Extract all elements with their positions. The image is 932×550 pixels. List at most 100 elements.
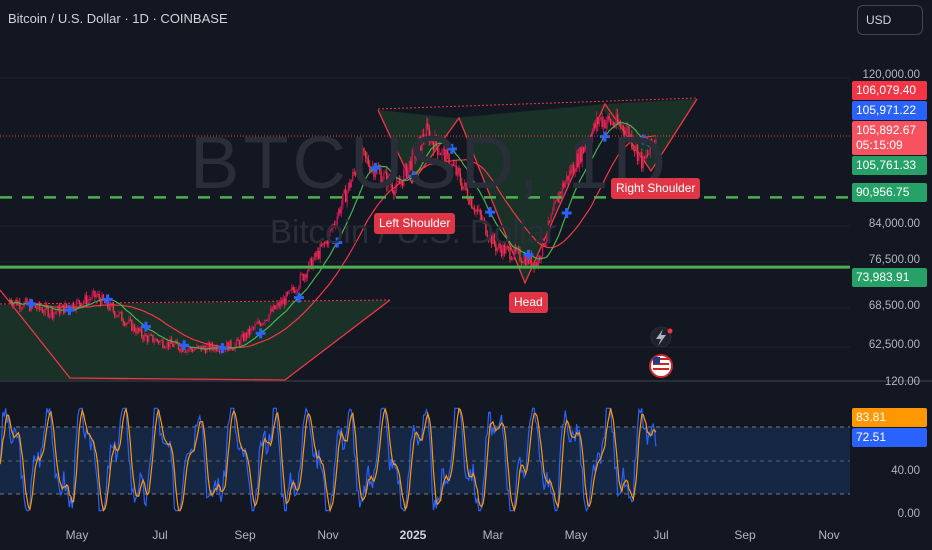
candle-body <box>135 330 137 334</box>
candle-body <box>486 234 489 238</box>
candle-body <box>568 170 571 181</box>
candle-body <box>516 249 518 251</box>
candle-body <box>33 305 35 307</box>
candle-body <box>366 156 368 159</box>
ask-price-tag: 105,971.22 <box>852 101 927 120</box>
watermark-ticker: BTCUSD, 1D <box>190 121 670 204</box>
signal-marker <box>64 305 75 316</box>
candle-body <box>23 302 25 308</box>
candle-body <box>13 302 15 306</box>
candle-body <box>461 182 463 190</box>
stoch-k-line <box>0 406 657 513</box>
candle-body <box>587 141 589 147</box>
candle-body <box>284 298 286 305</box>
candle-body <box>512 257 514 260</box>
signal-marker <box>599 131 610 142</box>
candle-body <box>316 251 319 257</box>
candle-body <box>132 324 134 331</box>
oscillator-tick-label: 40.00 <box>891 465 920 477</box>
candle-body <box>292 287 294 291</box>
candle-body <box>619 123 622 127</box>
candle-body <box>230 340 232 349</box>
price-tick-label: 68,500.00 <box>868 300 920 312</box>
candle-body <box>186 349 188 353</box>
candle-body <box>131 319 133 331</box>
symbol-header[interactable]: Bitcoin / U.S. Dollar · 1D · COINBASE <box>8 11 228 26</box>
candle-body <box>142 336 144 340</box>
candle-body <box>336 216 338 225</box>
candle-body <box>21 307 24 309</box>
candle-body <box>340 204 343 214</box>
candle-body <box>244 332 246 341</box>
candle-body <box>296 289 299 291</box>
candle-body <box>288 290 290 294</box>
candle-body <box>149 334 151 336</box>
candle-body <box>599 117 602 120</box>
candle-body <box>293 290 296 293</box>
candle-body <box>524 256 527 266</box>
candle-body <box>159 340 161 343</box>
candle-body <box>543 238 545 246</box>
candle-body <box>14 299 17 303</box>
candle-body <box>152 334 154 343</box>
candle-body <box>531 262 534 266</box>
candle-body <box>268 313 270 321</box>
candle-body <box>213 348 215 351</box>
candle-body <box>20 307 22 309</box>
candle-body <box>463 182 466 187</box>
candle-body <box>216 346 218 351</box>
candle-body <box>590 142 592 144</box>
candle-body <box>241 333 243 338</box>
candle-body <box>597 117 599 125</box>
candle-body <box>92 290 95 294</box>
candle-body <box>655 139 657 144</box>
candle-body <box>233 349 235 351</box>
candle-body <box>155 338 157 342</box>
candle-body <box>111 303 113 306</box>
candle-body <box>193 349 195 352</box>
candle-body <box>291 287 293 291</box>
candle-body <box>465 182 467 190</box>
candle-body <box>556 197 558 201</box>
candle-body <box>286 292 289 294</box>
candle-body <box>478 209 480 211</box>
left-shoulder-label: Left Shoulder <box>374 213 456 234</box>
candle-body <box>403 170 405 186</box>
candle-body <box>611 122 613 125</box>
candle-body <box>259 323 262 326</box>
candle-body <box>363 148 365 152</box>
high-price-tag: 106,079.40 <box>852 81 927 100</box>
candle-body <box>649 139 651 153</box>
candle-body <box>339 209 341 214</box>
candle-body <box>628 126 630 138</box>
candle-body <box>342 193 344 205</box>
candle-body <box>99 298 102 305</box>
currency-button[interactable]: USD <box>857 5 923 35</box>
candle-body <box>254 324 256 328</box>
candle-body <box>420 136 422 151</box>
candle-body <box>548 220 551 222</box>
candle-body <box>635 144 637 152</box>
candle-body <box>605 122 608 129</box>
candle-body <box>12 303 14 306</box>
candle-body <box>228 340 231 351</box>
candle-body <box>160 340 163 342</box>
candle-body <box>44 304 47 313</box>
candle-body <box>54 311 56 313</box>
candle-body <box>563 182 565 188</box>
candle-body <box>513 246 515 258</box>
candle-body <box>452 164 455 166</box>
candle-body <box>119 311 122 313</box>
candle-body <box>489 233 491 240</box>
candle-body <box>473 209 476 213</box>
candle-body <box>435 135 438 146</box>
ma-fast-line <box>9 121 657 350</box>
candle-body <box>346 191 348 203</box>
head-shoulders-zigzag <box>377 98 698 285</box>
candle-body <box>384 171 387 173</box>
candle-body <box>434 135 436 151</box>
candle-body <box>356 170 358 175</box>
candle-body <box>299 274 302 287</box>
candle-body <box>329 229 331 233</box>
